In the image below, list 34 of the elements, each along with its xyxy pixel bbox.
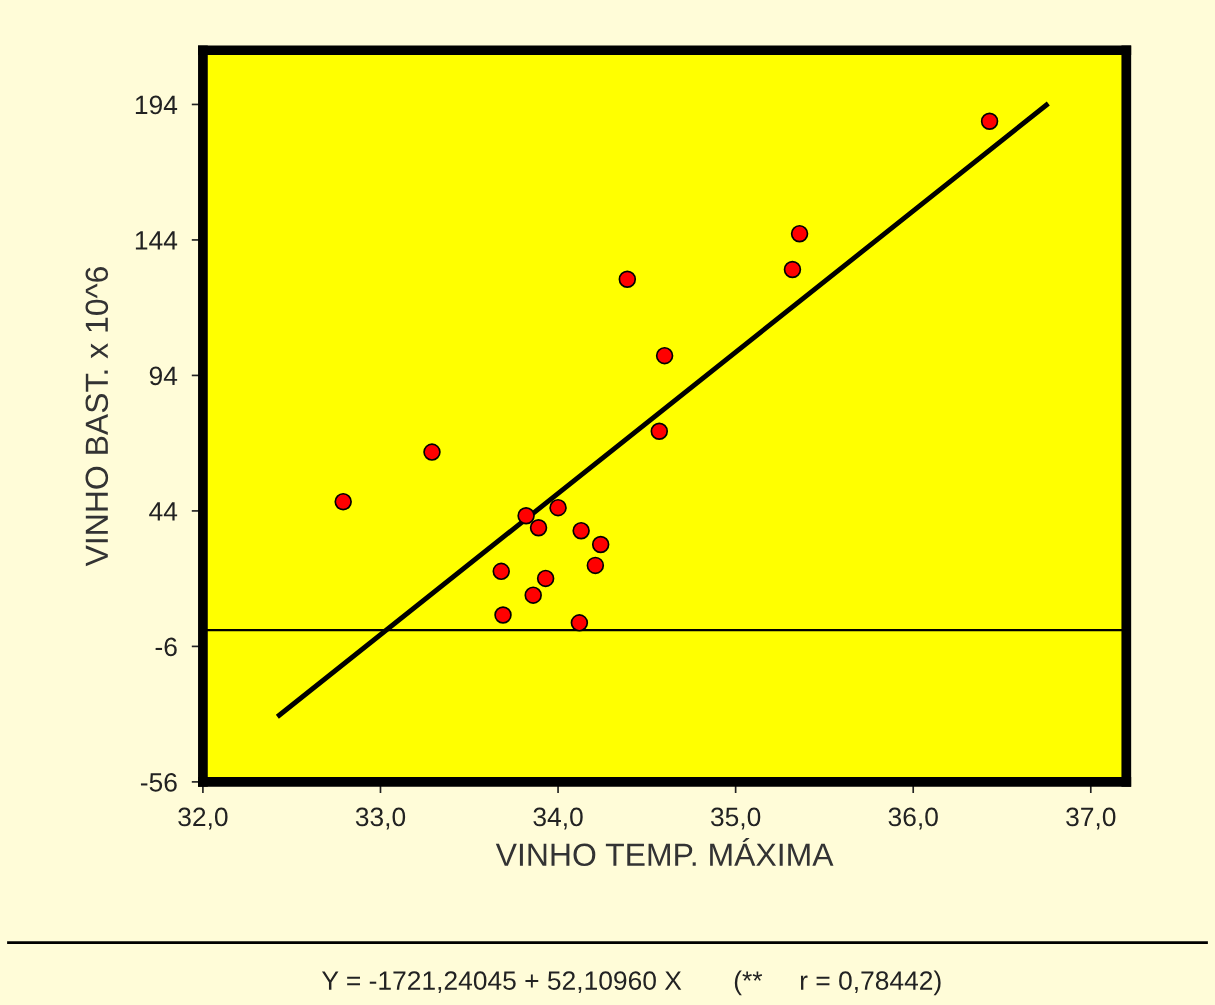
x-tick-label: 35,0 xyxy=(710,807,761,830)
point xyxy=(586,556,605,575)
text: Y = -1721,24045 + 52,10960 X (** r = 0,78442) xyxy=(321,970,941,996)
x-tick-label: 37,0 xyxy=(1066,807,1116,830)
point xyxy=(529,518,548,537)
y-tick-label: 44 xyxy=(149,502,178,521)
point xyxy=(423,443,441,461)
point xyxy=(524,586,542,604)
x-axis-title: VINHO TEMP. MÁXIMA xyxy=(495,838,834,867)
point xyxy=(980,112,999,130)
y-axis-title: VINHO BAST. x 10^6 xyxy=(85,267,109,567)
point xyxy=(492,562,510,581)
y-tick-label: 194 xyxy=(135,95,178,115)
y-tick-label: -6 xyxy=(155,637,177,657)
point xyxy=(783,260,802,279)
x-tick-label: 34,0 xyxy=(533,807,583,830)
point xyxy=(494,606,512,624)
point xyxy=(334,492,352,511)
point xyxy=(790,224,809,243)
point xyxy=(549,498,567,517)
x-tick-label: 36,0 xyxy=(888,807,938,830)
point xyxy=(618,270,637,288)
point xyxy=(655,346,674,365)
point xyxy=(570,614,589,632)
y-tick-label: 94 xyxy=(149,366,178,386)
y-tick-label: -56 xyxy=(140,773,177,792)
point xyxy=(591,535,610,554)
x-tick-label: 33,0 xyxy=(355,807,406,830)
point xyxy=(572,521,590,540)
x-tick-label: 32,0 xyxy=(178,807,228,830)
y-tick-label: 144 xyxy=(135,231,178,250)
point xyxy=(517,507,535,525)
point xyxy=(536,569,555,588)
point xyxy=(650,422,669,440)
